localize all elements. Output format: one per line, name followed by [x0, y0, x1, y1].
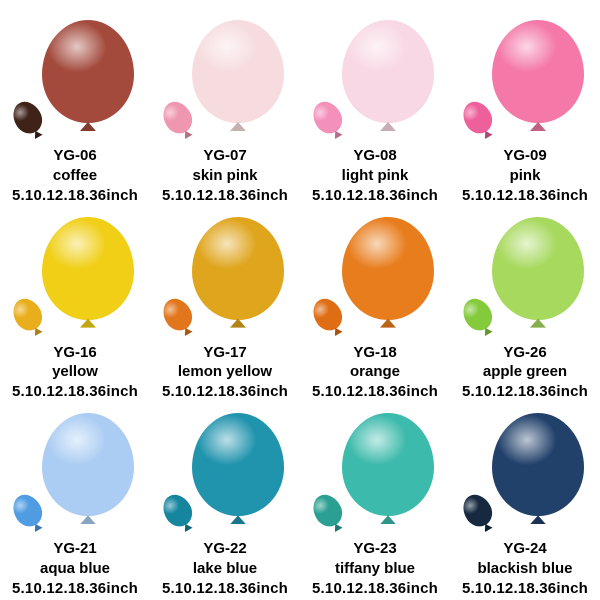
product-sizes: 5.10.12.18.36inch	[12, 383, 138, 401]
product-label: YG-18 orange 5.10.12.18.36inch	[312, 343, 438, 402]
product-sizes: 5.10.12.18.36inch	[312, 186, 438, 204]
balloon-photo	[307, 413, 440, 532]
product-label: YG-06 coffee 5.10.12.18.36inch	[12, 146, 138, 205]
product-sizes: 5.10.12.18.36inch	[312, 383, 438, 401]
big-balloon	[492, 413, 584, 517]
big-balloon	[192, 413, 284, 517]
balloon-photo	[7, 216, 140, 336]
product-code: YG-17	[203, 343, 247, 361]
product-color-name: skin pink	[192, 166, 258, 184]
product-code: YG-21	[53, 540, 97, 558]
balloon-photo	[307, 216, 440, 336]
product-code: YG-06	[53, 147, 97, 164]
product-card: YG-21 aqua blue 5.10.12.18.36inch	[0, 403, 150, 600]
small-balloon	[307, 96, 348, 139]
product-color-name: lemon yellow	[177, 363, 273, 381]
product-sizes: 5.10.12.18.36inch	[462, 383, 588, 401]
product-label: YG-23 tiffany blue 5.10.12.18.36inch	[312, 539, 438, 598]
big-balloon	[192, 216, 284, 320]
product-code: YG-16	[53, 343, 97, 361]
product-sizes: 5.10.12.18.36inch	[462, 186, 588, 204]
big-balloon	[42, 216, 134, 320]
product-card: YG-26 apple green 5.10.12.18.36inch	[450, 207, 600, 404]
product-card: YG-23 tiffany blue 5.10.12.18.36inch	[300, 403, 450, 600]
big-balloon	[492, 20, 584, 123]
product-color-name: pink	[509, 166, 541, 184]
big-balloon	[342, 20, 434, 123]
product-label: YG-07 skin pink 5.10.12.18.36inch	[162, 146, 288, 205]
product-code: YG-09	[503, 147, 547, 164]
product-code: YG-23	[353, 540, 397, 558]
product-code: YG-08	[353, 147, 397, 164]
product-label: YG-22 lake blue 5.10.12.18.36inch	[162, 539, 288, 598]
small-balloon	[7, 293, 48, 336]
product-card: YG-18 orange 5.10.12.18.36inch	[300, 207, 450, 404]
balloon-photo	[7, 20, 140, 139]
product-card: YG-24 blackish blue 5.10.12.18.36inch	[450, 403, 600, 600]
product-color-name: coffee	[52, 166, 98, 184]
product-code: YG-18	[353, 343, 397, 361]
balloon-photo	[457, 413, 590, 532]
product-sizes: 5.10.12.18.36inch	[12, 186, 138, 204]
small-balloon	[307, 489, 348, 532]
product-label: YG-16 yellow 5.10.12.18.36inch	[12, 343, 138, 402]
product-sizes: 5.10.12.18.36inch	[162, 579, 288, 597]
product-card: YG-06 coffee 5.10.12.18.36inch	[0, 10, 150, 207]
small-balloon	[157, 489, 198, 532]
small-balloon	[157, 293, 198, 336]
product-color-name: aqua blue	[39, 560, 110, 578]
big-balloon	[42, 20, 134, 123]
product-sizes: 5.10.12.18.36inch	[462, 579, 588, 597]
product-color-name: blackish blue	[477, 560, 573, 578]
small-balloon	[457, 293, 498, 336]
balloon-photo	[157, 216, 290, 336]
product-color-name: light pink	[341, 166, 409, 184]
product-sizes: 5.10.12.18.36inch	[162, 383, 288, 401]
product-label: YG-08 light pink 5.10.12.18.36inch	[312, 146, 438, 205]
product-sizes: 5.10.12.18.36inch	[162, 186, 288, 204]
product-color-name: apple green	[482, 363, 568, 381]
balloon-photo	[457, 20, 590, 139]
product-color-name: tiffany blue	[334, 560, 415, 578]
product-color-name: orange	[349, 363, 400, 381]
product-code: YG-22	[203, 540, 247, 558]
balloon-photo	[7, 413, 140, 532]
product-sizes: 5.10.12.18.36inch	[312, 579, 438, 597]
small-balloon	[457, 96, 498, 139]
product-card: YG-17 lemon yellow 5.10.12.18.36inch	[150, 207, 300, 404]
product-code: YG-26	[503, 343, 547, 361]
product-sizes: 5.10.12.18.36inch	[12, 579, 138, 597]
big-balloon	[492, 216, 584, 320]
product-label: YG-26 apple green 5.10.12.18.36inch	[462, 343, 588, 402]
product-card: YG-08 light pink 5.10.12.18.36inch	[300, 10, 450, 207]
balloon-photo	[157, 20, 290, 139]
balloon-photo	[457, 216, 590, 336]
product-card: YG-09 pink 5.10.12.18.36inch	[450, 10, 600, 207]
small-balloon	[307, 293, 348, 336]
product-color-name: lake blue	[192, 560, 258, 578]
product-label: YG-24 blackish blue 5.10.12.18.36inch	[462, 539, 588, 598]
balloon-photo	[157, 413, 290, 532]
small-balloon	[7, 96, 48, 139]
product-code: YG-24	[503, 540, 547, 558]
product-label: YG-17 lemon yellow 5.10.12.18.36inch	[162, 343, 288, 402]
big-balloon	[342, 413, 434, 517]
product-color-name: yellow	[52, 363, 98, 381]
big-balloon	[342, 216, 434, 320]
product-card: YG-07 skin pink 5.10.12.18.36inch	[150, 10, 300, 207]
small-balloon	[7, 489, 48, 532]
big-balloon	[42, 413, 134, 517]
product-card: YG-16 yellow 5.10.12.18.36inch	[0, 207, 150, 404]
small-balloon	[157, 96, 198, 139]
big-balloon	[192, 20, 284, 123]
product-code: YG-07	[203, 147, 247, 164]
product-card: YG-22 lake blue 5.10.12.18.36inch	[150, 403, 300, 600]
product-label: YG-09 pink 5.10.12.18.36inch	[462, 146, 588, 205]
product-label: YG-21 aqua blue 5.10.12.18.36inch	[12, 539, 138, 598]
small-balloon	[457, 489, 498, 532]
balloon-photo	[307, 20, 440, 139]
